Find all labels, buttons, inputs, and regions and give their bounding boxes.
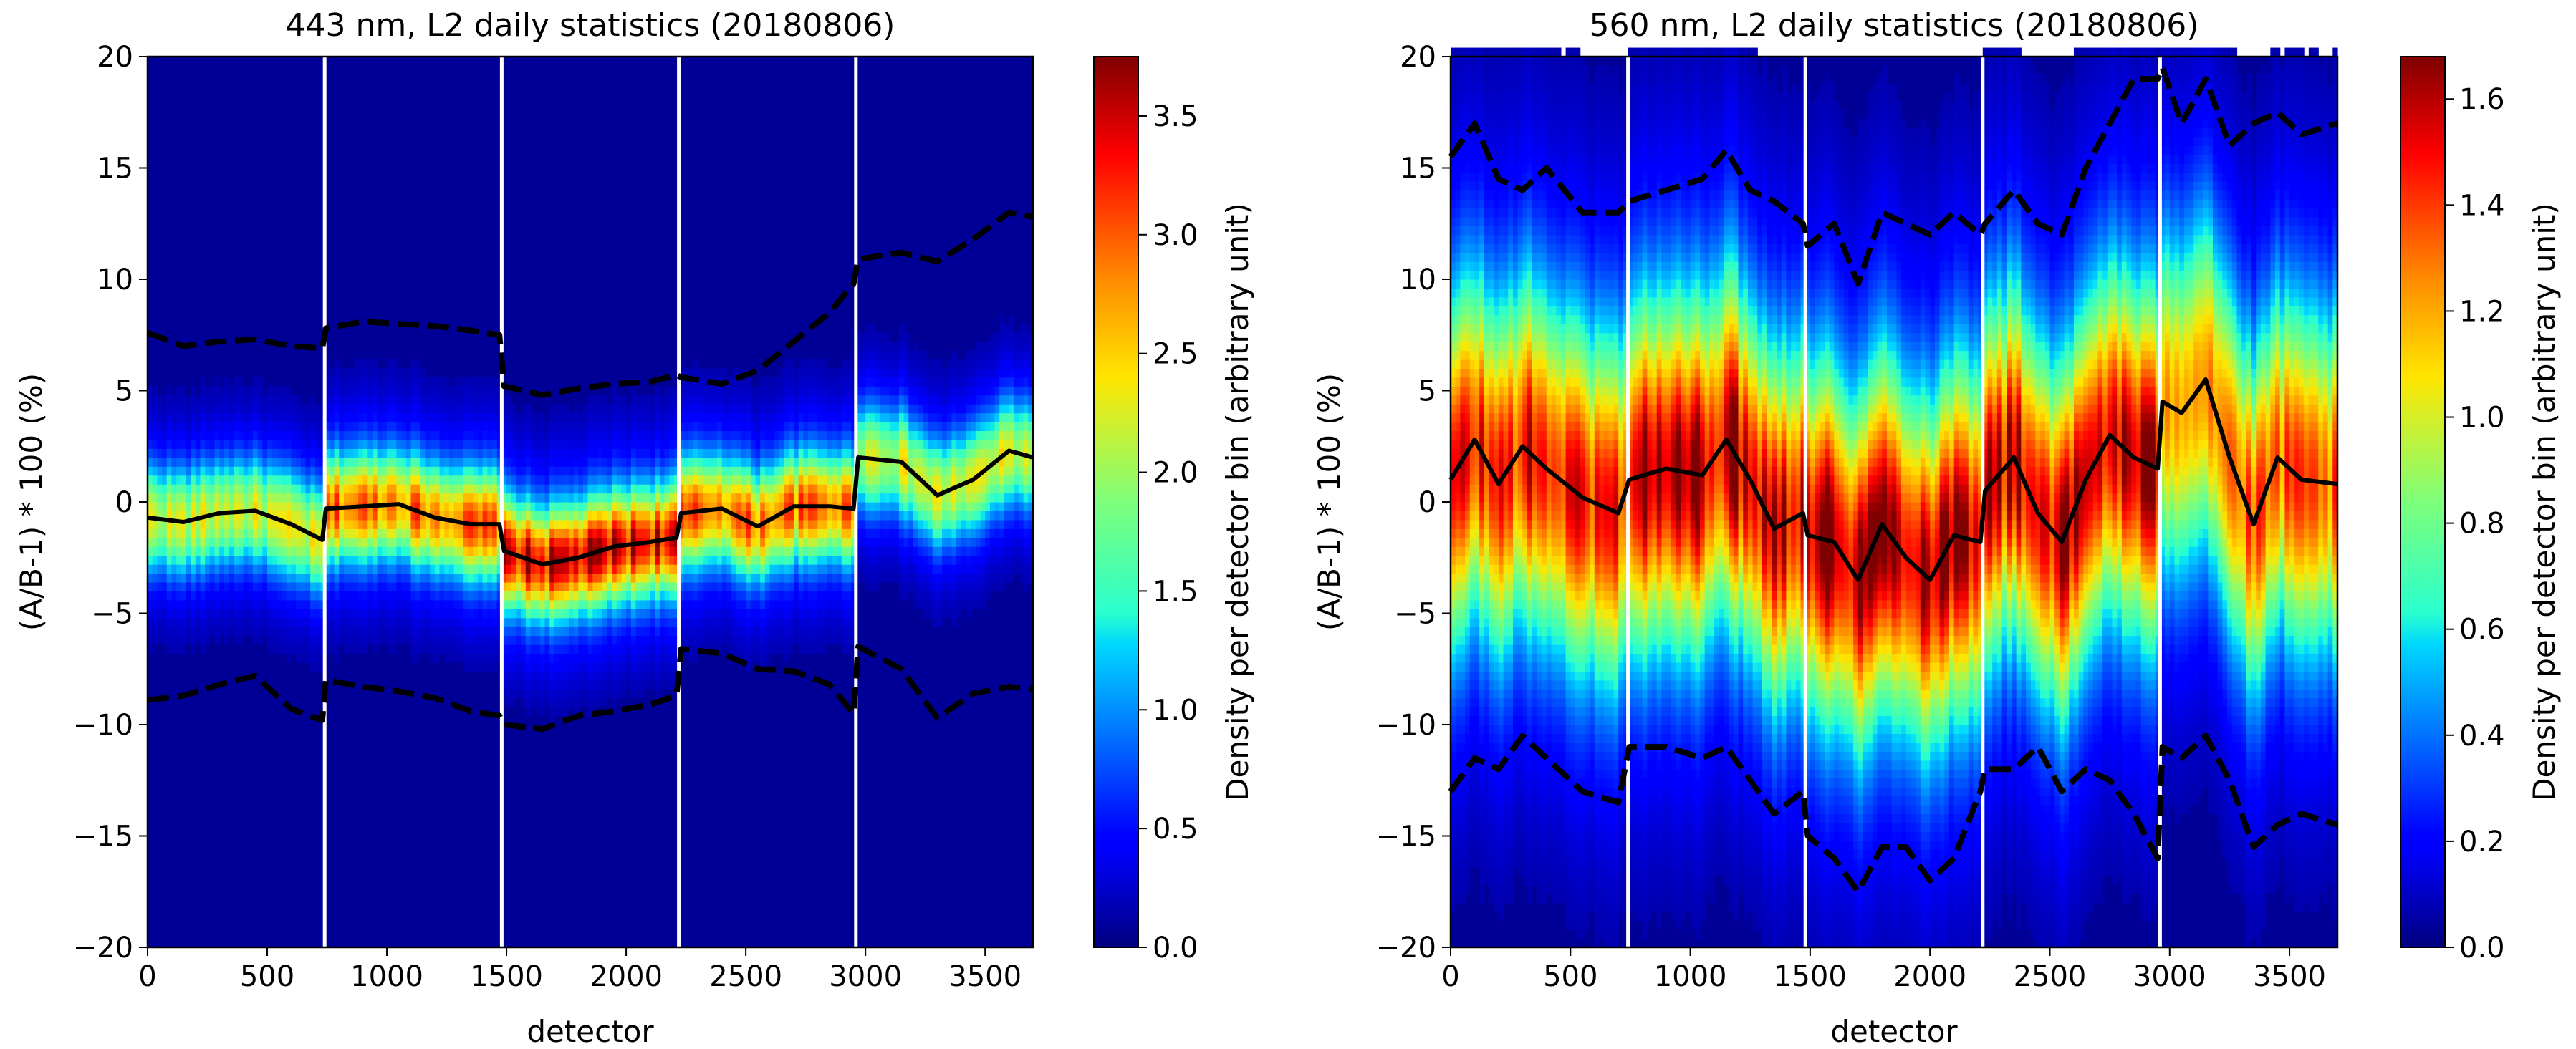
colorbar-tick-label: 1.2: [2459, 295, 2505, 328]
chart-title: 560 nm, L2 daily statistics (20180806): [1590, 7, 2199, 44]
colorbar-tick-label: 2.5: [1153, 338, 1198, 371]
x-tick-label: 1000: [1654, 960, 1727, 993]
y-tick-label: 20: [1400, 41, 1436, 74]
y-tick-label: −5: [1394, 598, 1436, 631]
colorbar-tick-label: 3.0: [1153, 219, 1198, 252]
y-axis-ticks: −20 −15 −10 −5 0 5 10 15 20: [73, 41, 148, 965]
y-tick-label: 10: [97, 264, 133, 296]
x-axis-label: detector: [527, 1014, 654, 1049]
colorbar-tick-label: 2.0: [1153, 457, 1198, 490]
x-tick-label: 2500: [709, 960, 782, 993]
statistic-lines: [146, 57, 1034, 947]
x-tick-label: 3000: [829, 960, 902, 993]
y-tick-label: −10: [73, 709, 133, 742]
y-tick-label: −20: [73, 932, 133, 965]
colorbar-label: Density per detector bin (arbitrary unit…: [2527, 203, 2562, 801]
density-heatmap: [1451, 47, 2338, 948]
y-tick-label: −5: [91, 598, 133, 631]
y-tick-label: 0: [115, 486, 133, 519]
x-tick-label: 3000: [2133, 960, 2206, 993]
panel-560: 560 nm, L2 daily statistics (20180806) 0…: [1312, 7, 2562, 1049]
colorbar: [1093, 56, 1139, 948]
colorbar-tick-label: 1.4: [2459, 189, 2505, 222]
x-tick-label: 1500: [1774, 960, 1847, 993]
x-tick-label: 500: [1543, 960, 1597, 993]
y-tick-label: −10: [1376, 709, 1436, 742]
x-tick-label: 3500: [948, 960, 1022, 993]
y-tick-label: −15: [73, 821, 133, 854]
y-tick-label: 15: [1400, 153, 1436, 185]
y-tick-label: 0: [1418, 486, 1436, 519]
y-axis-label: (A/B-1) * 100 (%): [1312, 373, 1347, 631]
y-tick-label: 10: [1400, 264, 1436, 296]
upper-line: [1448, 64, 2339, 287]
x-tick-label: 1000: [350, 960, 423, 993]
colorbar-tick-label: 0.8: [2459, 508, 2505, 541]
x-tick-label: 500: [240, 960, 294, 993]
x-tick-label: 2000: [590, 960, 663, 993]
colorbar-ticks: 0.0 0.5 1.0 1.5 2.0 2.5 3.0 3.5: [1138, 100, 1198, 965]
colorbar: [2400, 56, 2446, 948]
lower-line: [147, 644, 1034, 733]
x-tick-label: 0: [1441, 960, 1459, 993]
y-axis-ticks: −20 −15 −10 −5 0 5 10 15 20: [1376, 41, 1451, 965]
x-tick-label: 2500: [2014, 960, 2087, 993]
colorbar-tick-label: 0.0: [2459, 932, 2505, 965]
colorbar-tick-label: 0.6: [2459, 614, 2505, 647]
median-line: [1448, 377, 2338, 582]
colorbar-tick-label: 1.5: [1153, 575, 1198, 608]
y-axis-label: (A/B-1) * 100 (%): [14, 373, 49, 631]
colorbar-tick-label: 1.6: [2459, 83, 2505, 116]
colorbar-tick-label: 0.0: [1153, 932, 1198, 965]
colorbar-tick-label: 0.4: [2459, 720, 2505, 753]
density-heatmap: [148, 57, 1034, 947]
x-tick-label: 2000: [1893, 960, 1966, 993]
y-tick-label: −20: [1376, 932, 1436, 965]
colorbar-tick-label: 3.5: [1153, 100, 1198, 133]
y-tick-label: 15: [97, 153, 133, 185]
upper-line: [146, 209, 1034, 398]
x-axis-ticks: 0 500 1000 1500 2000 2500 3000 3500: [138, 947, 1022, 993]
x-axis-ticks: 0 500 1000 1500 2000 2500 3000 3500: [1441, 947, 2326, 993]
colorbar-tick-label: 0.5: [1153, 813, 1198, 846]
y-tick-label: 20: [97, 41, 133, 74]
x-tick-label: 0: [138, 960, 156, 993]
x-axis-label: detector: [1830, 1014, 1958, 1049]
median-line: [147, 448, 1034, 567]
x-tick-label: 3500: [2253, 960, 2326, 993]
y-tick-label: 5: [115, 375, 133, 408]
colorbar-tick-label: 0.2: [2459, 826, 2505, 859]
statistic-lines: [1448, 57, 2339, 947]
panel-443: 443 nm, L2 daily statistics (20180806) 0…: [14, 7, 1255, 1049]
x-tick-label: 1500: [470, 960, 543, 993]
y-tick-label: −15: [1376, 821, 1436, 854]
colorbar-tick-label: 1.0: [1153, 694, 1198, 727]
chart-title: 443 nm, L2 daily statistics (20180806): [286, 7, 895, 44]
y-tick-label: 5: [1418, 375, 1436, 408]
colorbar-ticks: 0.0 0.2 0.4 0.6 0.8 1.0 1.2 1.4 1.6: [2445, 83, 2505, 965]
colorbar-tick-label: 1.0: [2459, 402, 2505, 435]
colorbar-label: Density per detector bin (arbitrary unit…: [1220, 203, 1255, 801]
